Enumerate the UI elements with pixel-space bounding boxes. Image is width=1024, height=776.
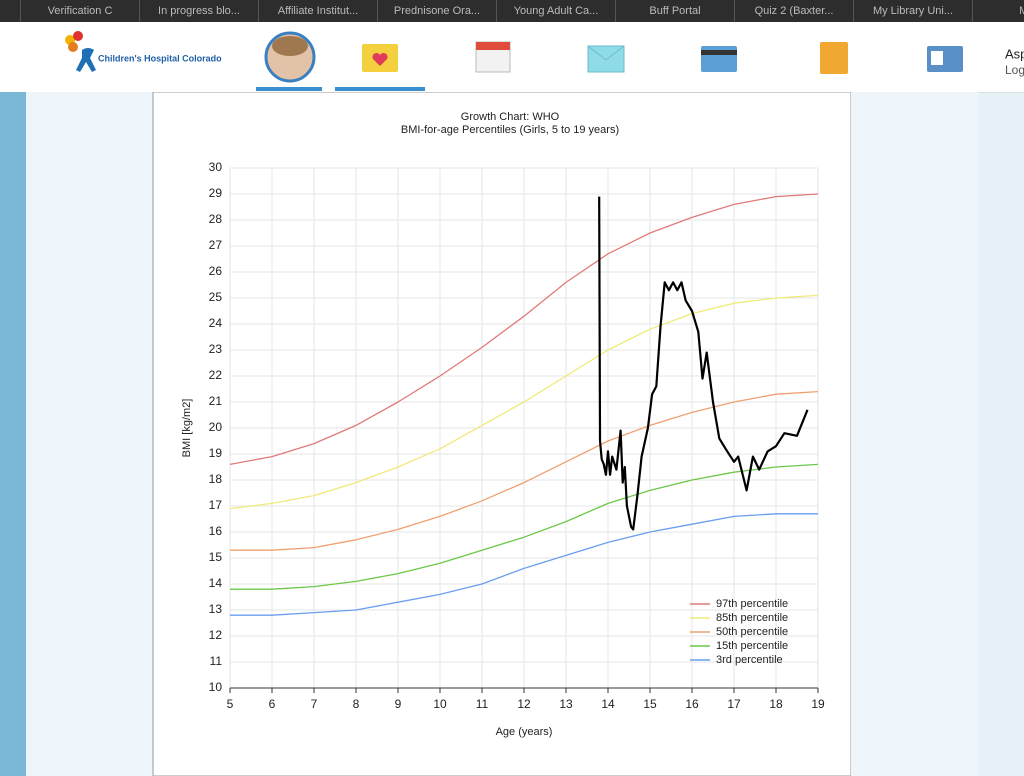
y-tick-label: 30: [209, 160, 223, 174]
x-tick-label: 15: [643, 697, 657, 711]
x-tick-label: 8: [353, 697, 360, 711]
legend-label: 97th percentile: [716, 598, 788, 610]
y-axis-label: BMI [kg/m2]: [181, 399, 193, 458]
logo-text[interactable]: Children's Hospital Colorado: [98, 53, 222, 63]
calendar-top: [476, 42, 510, 50]
y-tick-label: 26: [209, 264, 223, 278]
book-icon[interactable]: [820, 42, 848, 74]
x-tick-label: 19: [811, 697, 825, 711]
card-stripe: [701, 50, 737, 55]
y-tick-label: 22: [209, 368, 223, 382]
x-tick-label: 10: [433, 697, 447, 711]
right-margin: [851, 92, 979, 776]
series-line: [598, 196, 809, 531]
legend-label: 3rd percentile: [716, 654, 783, 666]
browser-tab[interactable]: Young Adult Ca...: [496, 0, 615, 22]
mail-flap: [587, 45, 625, 61]
x-tick-label: 13: [559, 697, 573, 711]
y-tick-label: 11: [210, 654, 223, 668]
x-tick-label: 12: [517, 697, 531, 711]
y-tick-label: 10: [209, 680, 223, 694]
series-line: [229, 294, 819, 510]
browser-tab[interactable]: Quiz 2 (Baxter...: [734, 0, 853, 22]
y-tick-label: 21: [209, 394, 223, 408]
x-tick-label: 11: [476, 697, 489, 711]
x-tick-label: 16: [685, 697, 699, 711]
x-tick-label: 7: [311, 697, 318, 711]
y-tick-label: 19: [209, 446, 223, 460]
y-tick-label: 28: [209, 212, 223, 226]
y-tick-label: 14: [209, 576, 223, 590]
series-line: [230, 390, 819, 551]
left-margin: [26, 92, 153, 776]
y-tick-label: 13: [209, 602, 223, 616]
heart-icon: [372, 52, 388, 66]
browser-tab[interactable]: In progress blo...: [139, 0, 258, 22]
y-tick-label: 27: [209, 238, 223, 252]
legend-label: 15th percentile: [716, 640, 788, 652]
browser-tab[interactable]: My C: [972, 0, 1024, 22]
chart-panel: [152, 92, 852, 776]
y-tick-label: 15: [209, 550, 223, 564]
logo-balloon: [68, 42, 78, 52]
browser-tab[interactable]: Buff Portal: [615, 0, 734, 22]
y-tick-label: 23: [209, 342, 223, 356]
x-tick-label: 9: [395, 697, 402, 711]
x-tick-label: 17: [727, 697, 741, 711]
y-tick-label: 18: [209, 472, 223, 486]
browser-tab[interactable]: Prednisone Ora...: [377, 0, 496, 22]
legend-label: 85th percentile: [716, 612, 788, 624]
id-photo: [931, 51, 943, 65]
series-line: [230, 513, 818, 616]
y-tick-label: 24: [209, 316, 223, 330]
logo-figure: [76, 48, 96, 72]
x-tick-label: 14: [601, 697, 615, 711]
browser-tab[interactable]: My Library Uni...: [853, 0, 972, 22]
y-tick-label: 16: [209, 524, 223, 538]
browser-tab[interactable]: Tr: [0, 0, 20, 22]
chart-subtitle: BMI-for-age Percentiles (Girls, 5 to 19 …: [401, 124, 619, 136]
y-tick-label: 29: [209, 186, 223, 200]
y-tick-label: 17: [209, 498, 223, 512]
nav-underline: [335, 87, 425, 91]
x-tick-label: 18: [769, 697, 783, 711]
logout-link[interactable]: Log: [1005, 63, 1024, 77]
portal-header: Children's Hospital Colorado Asp Log: [0, 22, 1024, 93]
y-tick-label: 25: [209, 290, 223, 304]
y-tick-label: 20: [209, 420, 223, 434]
series-line: [230, 463, 819, 590]
side-decoration: [0, 92, 26, 776]
x-tick-label: 6: [269, 697, 276, 711]
chart-title: Growth Chart: WHO: [461, 111, 560, 123]
user-name[interactable]: Asp: [1005, 46, 1024, 61]
card-icon[interactable]: [701, 46, 737, 72]
series-line: [229, 193, 819, 466]
header-graphics: Children's Hospital Colorado Asp Log: [65, 31, 1024, 91]
legend-label: 50th percentile: [716, 626, 788, 638]
x-tick-label: 5: [227, 697, 234, 711]
browser-tab[interactable]: Affiliate Institut...: [258, 0, 377, 22]
avatar-hair: [272, 36, 308, 56]
logo-balloon: [73, 31, 83, 41]
browser-tabs: TrVerification CIn progress blo...Affili…: [0, 0, 1024, 22]
x-axis-label: Age (years): [496, 726, 553, 738]
browser-tab[interactable]: Verification C: [20, 0, 139, 22]
y-tick-label: 12: [209, 628, 223, 642]
nav-underline: [256, 87, 322, 91]
